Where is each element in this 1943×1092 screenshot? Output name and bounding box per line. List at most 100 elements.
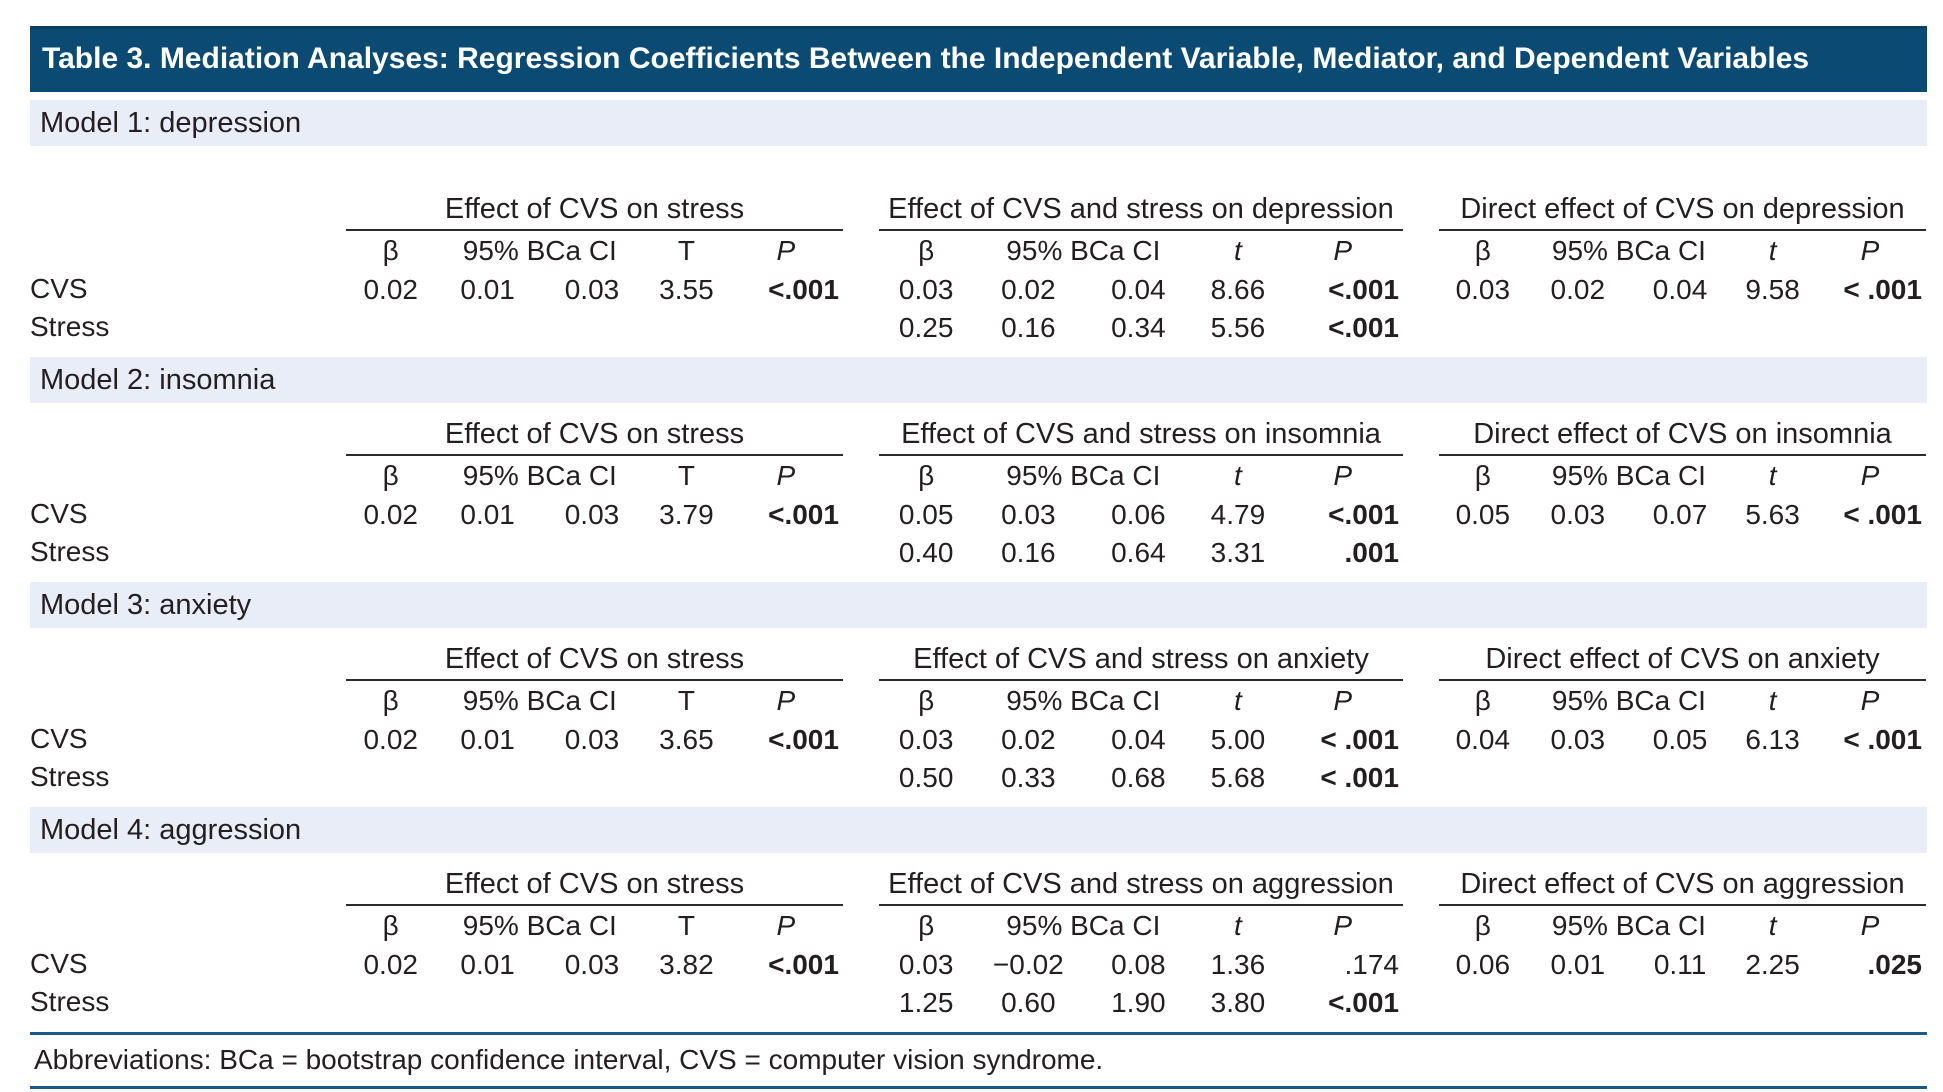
- row-label-stress: Stress: [30, 761, 110, 792]
- cell-p: <.001: [768, 724, 839, 755]
- col-header-stat: t: [1234, 910, 1242, 941]
- row-label-stress: Stress: [30, 986, 110, 1017]
- table-title: Table 3. Mediation Analyses: Regression …: [42, 42, 1810, 75]
- cell: 0.02: [1001, 724, 1056, 755]
- col-header-ci: 95% BCa CI: [462, 910, 617, 941]
- col-header-beta: β: [918, 685, 935, 716]
- top-footer-rule: [30, 1032, 1927, 1035]
- row-label-stress: Stress: [30, 311, 110, 342]
- group-grid: β 95% BCa CI t P 0.03 0.02 0.04 5.00 < .…: [879, 681, 1403, 797]
- group-grid: β 95% BCa CI T P 0.02 0.01 0.03 3.55 <.0…: [346, 231, 843, 347]
- col-header-p: P: [1860, 685, 1880, 716]
- cell: 0.05: [1652, 724, 1708, 755]
- cell: 0.01: [460, 499, 515, 530]
- group-effect-cvs-stress-on-insomnia: Effect of CVS and stress on insomnia β 9…: [879, 417, 1403, 572]
- model-label: Model 3: anxiety: [40, 588, 252, 621]
- cell: 1.36: [1210, 949, 1266, 980]
- cell: 0.06: [1111, 499, 1166, 530]
- cell: [435, 984, 539, 1022]
- row-labels-column: CVS Stress: [30, 642, 346, 797]
- spacer: [30, 417, 346, 495]
- col-header-beta: β: [382, 460, 399, 491]
- cell: 1.25: [898, 987, 954, 1018]
- cell: 0.01: [460, 724, 515, 755]
- cell-p: [729, 309, 843, 347]
- col-header-p: P: [776, 910, 796, 941]
- col-header-ci: 95% BCa CI: [1006, 910, 1161, 941]
- col-header-p: P: [1860, 910, 1880, 941]
- col-header-stat: t: [1768, 235, 1777, 266]
- cell: [435, 309, 539, 347]
- spacer: [30, 192, 346, 270]
- col-header-ci: 95% BCa CI: [1006, 685, 1161, 716]
- col-header-stat: T: [677, 685, 695, 716]
- col-header-beta: β: [382, 235, 399, 266]
- group-title: Direct effect of CVS on depression: [1439, 192, 1926, 231]
- bottom-footer-rule: [30, 1086, 1927, 1089]
- group-title: Effect of CVS and stress on aggression: [879, 867, 1403, 906]
- cell-p: [729, 759, 843, 797]
- group-effect-cvs-stress-on-aggression: Effect of CVS and stress on aggression β…: [879, 867, 1403, 1022]
- cell: 0.50: [898, 762, 954, 793]
- col-header-beta: β: [382, 685, 399, 716]
- cell: [1629, 984, 1731, 1022]
- col-header-p: P: [776, 235, 796, 266]
- col-header-p: P: [1860, 235, 1880, 266]
- cell: [644, 984, 728, 1022]
- col-header-ci: 95% BCa CI: [1006, 235, 1161, 266]
- cell: 0.04: [1111, 724, 1166, 755]
- model-table-anxiety: CVS Stress Effect of CVS on stress β 95%…: [30, 628, 1927, 807]
- cell: 0.02: [363, 274, 418, 305]
- cell-p: [1814, 759, 1926, 797]
- cell: 5.63: [1745, 499, 1800, 530]
- model-band-aggression: Model 4: aggression: [30, 807, 1927, 853]
- col-header-stat: t: [1234, 460, 1242, 491]
- cell: 0.03: [898, 274, 954, 305]
- cell: [1439, 534, 1527, 572]
- cell: 0.11: [1653, 949, 1707, 980]
- cell: 0.03: [564, 724, 620, 755]
- col-header-p: P: [776, 685, 796, 716]
- col-header-p: P: [1333, 910, 1353, 941]
- cell-p: <.001: [1328, 274, 1399, 305]
- col-header-ci: 95% BCa CI: [462, 460, 617, 491]
- cell: 0.40: [898, 537, 954, 568]
- cell: [346, 309, 435, 347]
- group-effect-cvs-stress-on-anxiety: Effect of CVS and stress on anxiety β 95…: [879, 642, 1403, 797]
- cell: [644, 534, 728, 572]
- col-header-stat: t: [1234, 235, 1242, 266]
- cell: 0.06: [1455, 949, 1511, 980]
- cell: 0.03: [898, 949, 954, 980]
- cell: [644, 309, 728, 347]
- group-grid: β 95% BCa CI T P 0.02 0.01 0.03 3.79 <.0…: [346, 456, 843, 572]
- col-header-ci: 95% BCa CI: [1551, 685, 1706, 716]
- row-label-cvs: CVS: [30, 948, 88, 979]
- cell-p: .001: [1344, 537, 1399, 568]
- table-title-bar: Table 3. Mediation Analyses: Regression …: [30, 26, 1927, 92]
- cell: 0.03: [564, 274, 620, 305]
- row-labels-column: CVS Stress: [30, 867, 346, 1022]
- cell-p: [1814, 984, 1926, 1022]
- cell-p: .174: [1344, 949, 1399, 980]
- col-header-ci: 95% BCa CI: [1551, 910, 1706, 941]
- col-header-beta: β: [918, 910, 935, 941]
- col-header-beta: β: [382, 910, 399, 941]
- group-effect-cvs-stress: Effect of CVS on stress β 95% BCa CI T P…: [346, 642, 843, 797]
- row-label-cvs: CVS: [30, 723, 88, 754]
- group-title: Effect of CVS and stress on insomnia: [879, 417, 1403, 456]
- cell-p: [729, 984, 843, 1022]
- cell-p: .025: [1867, 949, 1922, 980]
- cell-p: [1814, 534, 1926, 572]
- col-header-beta: β: [1474, 460, 1491, 491]
- cell: [346, 984, 435, 1022]
- cell: [1439, 309, 1527, 347]
- group-grid: β 95% BCa CI t P 0.03 0.02 0.04 8.66 <.0…: [879, 231, 1403, 347]
- cell: [644, 759, 728, 797]
- group-title: Effect of CVS and stress on anxiety: [879, 642, 1403, 681]
- col-header-p: P: [1333, 685, 1353, 716]
- cell: 0.16: [1001, 537, 1056, 568]
- cell: 5.56: [1210, 312, 1266, 343]
- cell-p: <.001: [768, 949, 839, 980]
- cell: [1527, 984, 1629, 1022]
